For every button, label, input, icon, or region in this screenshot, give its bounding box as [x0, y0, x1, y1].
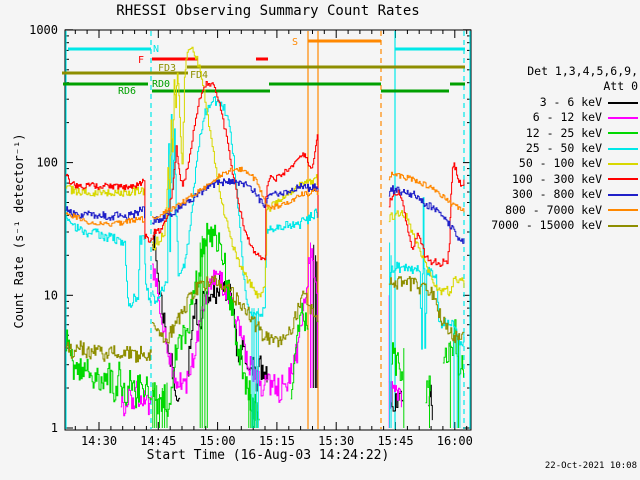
legend-color-swatch: [608, 209, 638, 212]
series-300-800keV: [388, 185, 465, 244]
x-tick-label: 15:00: [200, 434, 236, 448]
legend-color-swatch: [608, 147, 638, 150]
creation-timestamp: 22-Oct-2021 10:08: [544, 461, 637, 471]
flag-label-rd6: RD6: [118, 86, 136, 97]
legend-attenuator: Att 0: [603, 79, 638, 94]
series-7000-15000keV: [65, 340, 152, 363]
series-3-6keV: [152, 231, 181, 402]
legend-color-swatch: [608, 101, 638, 104]
legend-entry-label: 7000 - 15000 keV: [491, 217, 602, 232]
legend-entry-label: 6 - 12 keV: [532, 110, 602, 125]
series-7000-15000keV: [152, 275, 319, 348]
series-50-100keV: [65, 185, 145, 197]
x-tick-label: 15:30: [318, 434, 354, 448]
legend-entry-label: 800 - 7000 keV: [505, 202, 602, 217]
legend-color-swatch: [608, 132, 638, 135]
series-12-25keV: [391, 342, 404, 381]
flag-label-rd0: RD0: [152, 79, 170, 90]
legend-entry: 300 - 800 keV: [491, 187, 638, 202]
series-12-25keV: [65, 329, 152, 409]
plot-frame: [64, 29, 472, 431]
legend-entry: 6 - 12 keV: [491, 110, 638, 125]
legend-color-swatch: [608, 193, 638, 196]
legend-detectors: Det 1,3,4,5,6,9,: [527, 64, 638, 78]
series-25-50keV: [152, 96, 319, 320]
legend-entry-label: 25 - 50 keV: [525, 140, 602, 155]
series-12-25keV: [290, 302, 309, 400]
legend-entry: 800 - 7000 keV: [491, 203, 638, 218]
legend-color-swatch: [608, 224, 638, 227]
legend-color-swatch: [608, 178, 638, 181]
x-tick-label: 16:00: [437, 434, 473, 448]
legend-entry-label: 3 - 6 keV: [539, 94, 602, 109]
series-25-50keV: [65, 215, 152, 308]
legend-color-swatch: [608, 116, 638, 119]
legend-entry: 3 - 6 keV: [491, 95, 638, 110]
x-axis-label: Start Time (16-Aug-03 14:24:22): [146, 448, 390, 463]
flag-label-n: N: [153, 44, 159, 55]
series-800-7000keV: [388, 171, 465, 213]
x-tick-label: 14:45: [140, 434, 176, 448]
series-100-300keV: [152, 81, 319, 261]
flag-label-fd4: FD4: [190, 70, 208, 81]
series-100-300keV: [388, 162, 465, 267]
flag-label-s: S: [292, 37, 298, 48]
y-tick-label: 100: [36, 156, 58, 170]
series-3-6keV: [390, 387, 404, 412]
y-tick-label: 1000: [29, 23, 58, 37]
series-800-7000keV: [65, 212, 145, 227]
legend-entry: 12 - 25 keV: [491, 126, 638, 141]
legend-entry: 50 - 100 keV: [491, 156, 638, 171]
x-tick-label: 14:30: [81, 434, 117, 448]
series-25-50keV: [389, 197, 465, 350]
flag-label-fd3: FD3: [158, 63, 176, 74]
series-12-25keV: [425, 375, 431, 404]
x-tick-label: 15:45: [377, 434, 413, 448]
legend-entry: 25 - 50 keV: [491, 141, 638, 156]
legend-color-swatch: [608, 163, 638, 166]
legend-entry-label: 100 - 300 keV: [511, 171, 602, 186]
legend: Det 1,3,4,5,6,9, Att 0 3 - 6 keV 6 - 12 k…: [491, 64, 638, 233]
legend-entry: 7000 - 15000 keV: [491, 218, 638, 233]
series-50-100keV: [388, 210, 465, 297]
y-tick-label: 1: [51, 421, 58, 435]
series-12-25keV: [152, 222, 260, 421]
legend-entry-label: 50 - 100 keV: [518, 156, 602, 171]
legend-entry: 100 - 300 keV: [491, 172, 638, 187]
y-tick-label: 10: [44, 288, 58, 302]
series-800-7000keV: [152, 166, 319, 220]
legend-entry-label: 12 - 25 keV: [525, 125, 602, 140]
x-tick-label: 15:15: [259, 434, 295, 448]
page-title: RHESSI Observing Summary Count Rates: [116, 3, 420, 19]
series-100-300keV: [65, 173, 152, 243]
series-6-12keV: [152, 248, 319, 403]
flag-label-f: F: [138, 55, 144, 66]
legend-entry-label: 300 - 800 keV: [511, 187, 602, 202]
series-7000-15000keV: [388, 276, 465, 344]
